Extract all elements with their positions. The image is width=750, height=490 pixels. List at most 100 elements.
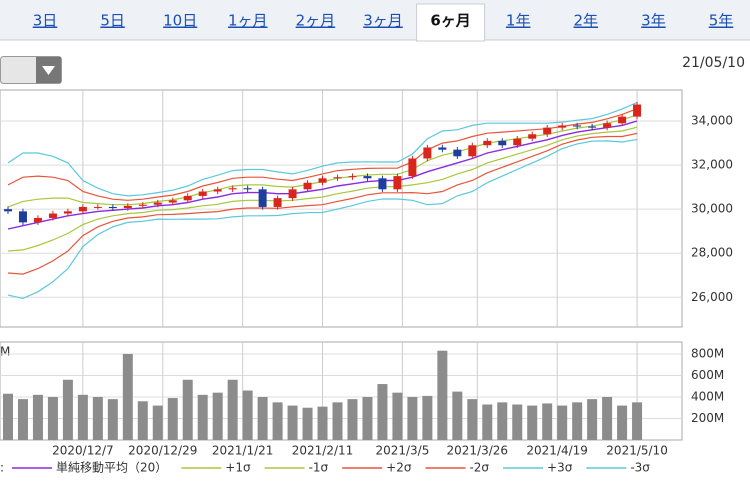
- candle-body: [528, 134, 537, 139]
- x-tick-label: 2020/12/7: [52, 444, 114, 458]
- candle-body: [618, 116, 627, 124]
- candle-body: [393, 176, 402, 190]
- candle-body: [603, 123, 612, 128]
- tab[interactable]: 1年: [506, 12, 531, 30]
- tab[interactable]: 3年: [641, 12, 666, 30]
- x-tick-label: 2021/1/21: [212, 444, 274, 458]
- candle-body: [378, 178, 387, 190]
- candle-body: [258, 189, 267, 207]
- candle-body: [288, 189, 297, 199]
- candle-body: [558, 125, 567, 128]
- candle-body: [543, 127, 552, 135]
- volume-bar: [407, 396, 418, 440]
- volume-bar: [137, 401, 148, 440]
- legend-label: -2σ: [469, 461, 489, 475]
- candle-body: [3, 209, 12, 212]
- volume-bar: [377, 384, 388, 440]
- volume-bar: [302, 407, 313, 440]
- volume-bar: [197, 394, 208, 440]
- tab-active-bg: [416, 3, 486, 42]
- candle-body: [483, 140, 492, 146]
- candle-body: [93, 206, 102, 208]
- y-tick-label: 32,000: [691, 158, 733, 172]
- candle-body: [633, 104, 642, 117]
- candle-body: [273, 198, 282, 207]
- candle-body: [123, 205, 132, 209]
- candle-body: [108, 206, 117, 209]
- volume-bar: [17, 399, 28, 440]
- candle-body: [243, 188, 252, 190]
- legend-label: +1σ: [225, 461, 251, 475]
- volume-bar: [227, 379, 238, 440]
- candle-body: [438, 147, 447, 150]
- candle-body: [513, 138, 522, 146]
- volume-bar: [167, 398, 178, 440]
- tab[interactable]: 5日: [100, 12, 125, 30]
- tab[interactable]: 1ヶ月: [228, 12, 268, 30]
- legend-label: -3σ: [630, 461, 650, 475]
- tab[interactable]: 5年: [709, 12, 734, 30]
- date: 21/05/10: [682, 55, 745, 71]
- volume-bar: [152, 405, 163, 440]
- candle-body: [48, 213, 57, 218]
- volume-bar: [257, 396, 268, 440]
- volume-bar: [242, 390, 253, 440]
- y-tick-label: 34,000: [691, 114, 733, 128]
- volume-bar: [182, 379, 193, 440]
- volume-bar: [107, 399, 118, 440]
- volume-bar: [92, 396, 103, 440]
- candle-body: [453, 149, 462, 157]
- candle-body: [153, 202, 162, 205]
- volume-bar: [587, 399, 598, 440]
- candle-body: [303, 182, 312, 190]
- volume-bar: [542, 403, 553, 440]
- y-tick-label: 26,000: [691, 290, 733, 304]
- volume-bar: [497, 402, 508, 440]
- candle-body: [183, 195, 192, 201]
- tab[interactable]: 6ヶ月: [430, 12, 470, 30]
- volume-bar: [287, 405, 298, 440]
- volume-bar: [122, 353, 133, 440]
- band-line: [7, 132, 638, 275]
- candle-body: [408, 158, 417, 177]
- x-tick-label: 2021/2/11: [292, 444, 354, 458]
- tab[interactable]: 10日: [163, 12, 197, 30]
- candle-body: [18, 211, 27, 223]
- tab[interactable]: 2ヶ月: [296, 12, 336, 30]
- volume-bar: [422, 395, 433, 440]
- candle-body: [588, 126, 597, 128]
- band-line: [7, 126, 638, 252]
- candle-body: [498, 140, 507, 146]
- volume-bar: [512, 404, 523, 440]
- volume-bar: [557, 405, 568, 440]
- volume-bar: [617, 405, 628, 440]
- candle-body: [63, 211, 72, 214]
- y-tick-label: 30,000: [691, 202, 733, 216]
- candle-body: [468, 145, 477, 157]
- volume-bar: [32, 394, 43, 440]
- volume-bar: [47, 396, 58, 440]
- volume-bar: [572, 402, 583, 440]
- x-tick-label: 2021/5/10: [606, 444, 668, 458]
- x-tick-label: 2021/3/26: [447, 444, 509, 458]
- y-tick-label: 400M: [691, 389, 724, 403]
- legend-label: 単純移動平均（20）: [56, 461, 167, 475]
- volume-bar: [632, 402, 643, 440]
- legend-label: +3σ: [547, 461, 573, 475]
- x-tick-label: 2021/4/19: [526, 444, 588, 458]
- y-tick-label: 800M: [691, 346, 724, 360]
- tab[interactable]: 3日: [33, 12, 58, 30]
- tab[interactable]: 3ヶ月: [363, 12, 403, 30]
- volume-bar: [347, 399, 358, 440]
- volume-unit: M: [0, 345, 10, 359]
- volume-bar: [62, 379, 73, 440]
- legend-prefix: :: [0, 461, 4, 475]
- volume-bar: [272, 402, 283, 440]
- y-tick-label: 28,000: [691, 246, 733, 260]
- candle-body: [333, 177, 342, 179]
- tab[interactable]: 2年: [574, 12, 599, 30]
- volume-bar: [467, 399, 478, 440]
- volume-bar: [602, 396, 613, 440]
- band-line: [7, 108, 638, 201]
